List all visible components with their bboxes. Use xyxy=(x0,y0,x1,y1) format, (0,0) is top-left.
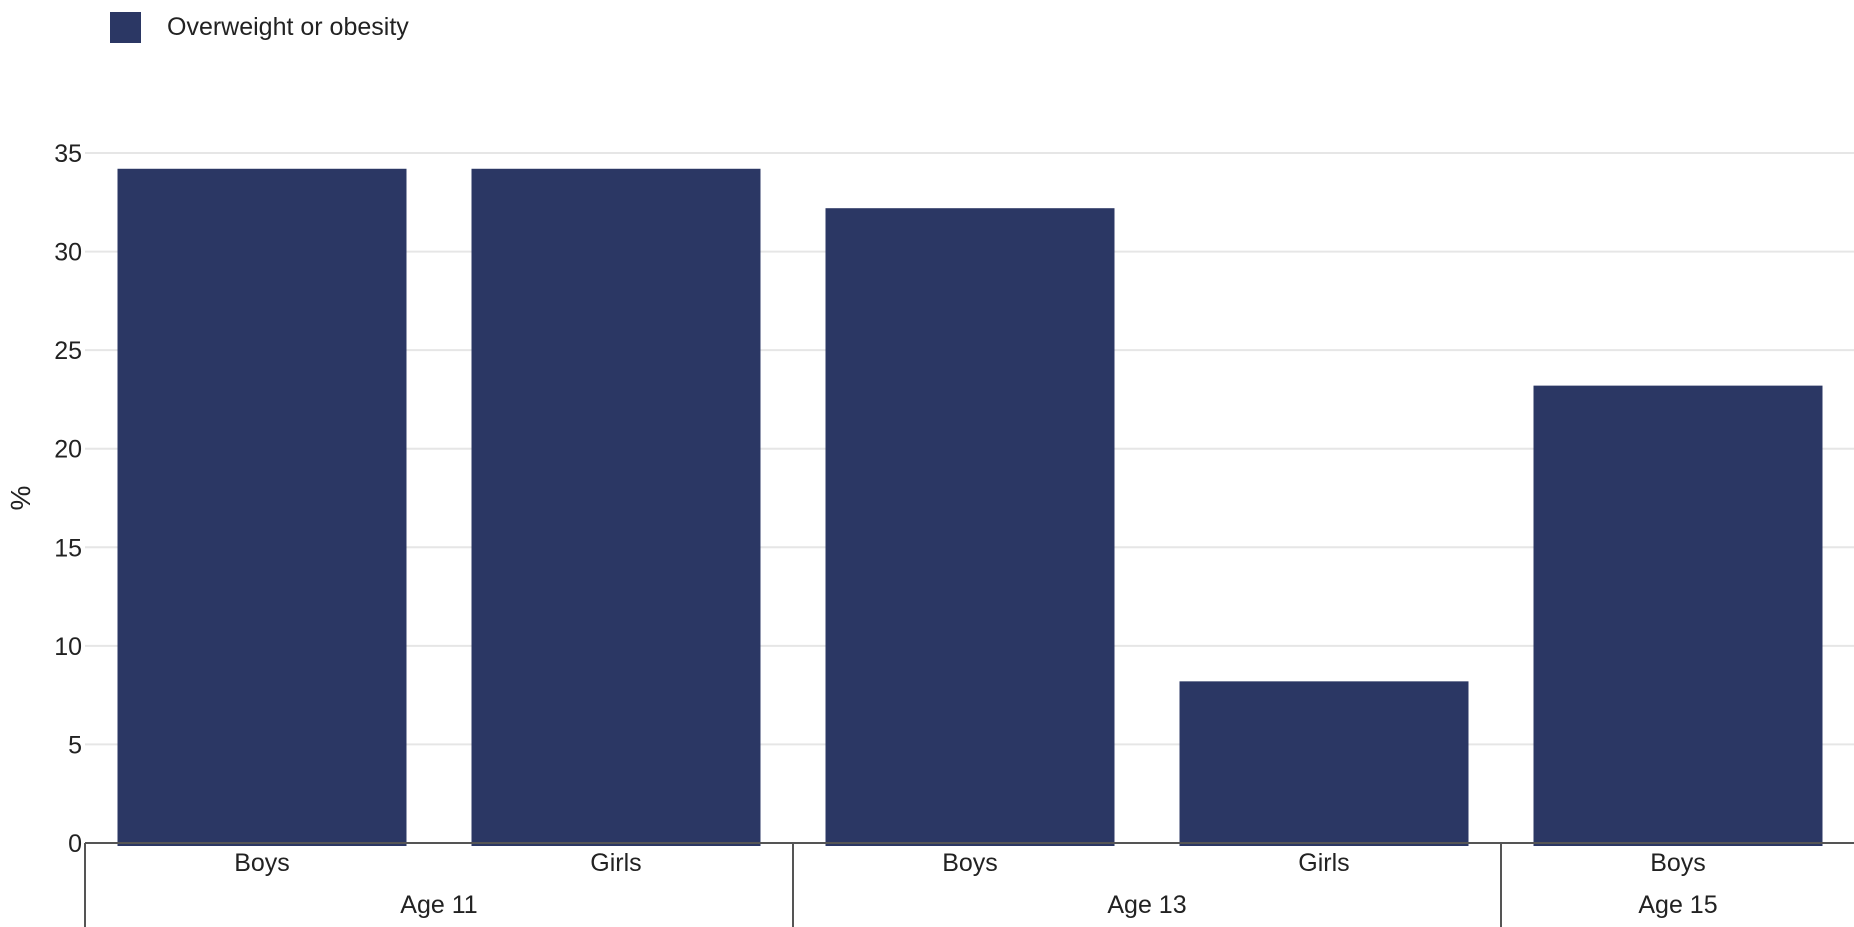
x-tick-label: Boys xyxy=(942,849,998,877)
y-tick-label: 10 xyxy=(54,633,82,661)
x-tick-label: Boys xyxy=(234,849,290,877)
y-tick-label: 25 xyxy=(54,337,82,365)
y-tick-label: 5 xyxy=(68,731,82,759)
bar xyxy=(1179,681,1469,846)
bar xyxy=(471,168,761,846)
y-tick-label: 0 xyxy=(68,830,82,858)
bar xyxy=(1533,385,1823,846)
x-tick-label: Boys xyxy=(1650,849,1706,877)
y-axis-label: % xyxy=(5,486,36,511)
bars xyxy=(117,168,1823,846)
axes xyxy=(84,842,1854,927)
legend-label: Overweight or obesity xyxy=(167,13,409,41)
x-tick-label: Girls xyxy=(1298,849,1349,877)
legend: Overweight or obesity xyxy=(110,12,409,43)
group-label: Age 13 xyxy=(1107,891,1186,919)
bar xyxy=(117,168,407,846)
axis-labels: 0 5 10 15 20 25 30 35% Boys Girls Boys Girls Boys Age… xyxy=(5,140,1718,919)
legend-swatch xyxy=(110,12,141,43)
y-tick-label: 15 xyxy=(54,534,82,562)
bar xyxy=(825,208,1115,846)
x-tick-label: Girls xyxy=(590,849,641,877)
y-tick-label: 35 xyxy=(54,140,82,168)
y-tick-label: 30 xyxy=(54,239,82,267)
y-tick-label: 20 xyxy=(54,436,82,464)
group-label: Age 11 xyxy=(400,891,477,919)
group-label: Age 15 xyxy=(1638,891,1717,919)
